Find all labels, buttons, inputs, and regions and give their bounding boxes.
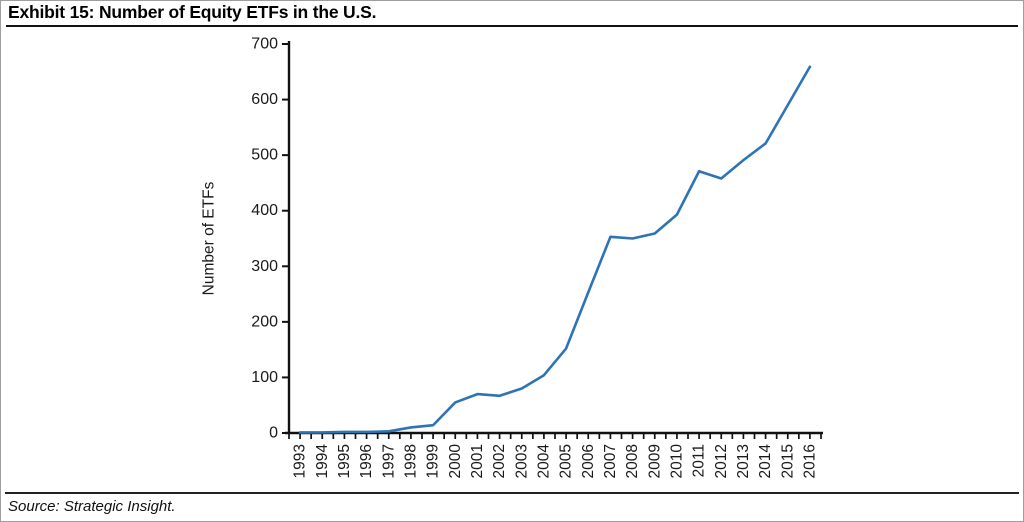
x-axis-tick-label: 2003 — [513, 444, 530, 478]
x-axis-tick-label: 2007 — [602, 444, 619, 478]
y-axis-tick-label: 0 — [269, 425, 278, 442]
x-axis-tick-label: 2008 — [624, 444, 641, 478]
y-axis-tick-label: 400 — [251, 202, 278, 219]
x-axis-tick-label: 1995 — [336, 444, 353, 478]
x-axis-tick-label: 1998 — [402, 444, 419, 478]
x-axis-tick-label: 2004 — [535, 444, 552, 479]
y-axis-tick-label: 600 — [251, 91, 278, 108]
page-title: Exhibit 15: Number of Equity ETFs in the… — [8, 2, 377, 22]
x-axis-tick-label: 1996 — [358, 444, 375, 478]
x-axis-tick-label: 1997 — [380, 444, 397, 478]
x-axis-tick-label: 2016 — [801, 444, 818, 478]
x-axis-tick-label: 2009 — [646, 444, 663, 478]
y-axis-title: Number of ETFs — [201, 181, 218, 295]
x-axis-tick-label: 2015 — [779, 444, 796, 478]
y-axis-tick-label: 200 — [251, 313, 278, 330]
footer-divider — [5, 492, 1019, 494]
x-axis-tick-label: 2000 — [447, 444, 464, 479]
x-axis-tick-label: 2002 — [491, 444, 508, 478]
x-axis-tick-label: 1999 — [425, 444, 442, 478]
x-axis-tick-label: 2010 — [668, 444, 685, 479]
y-axis-tick-label: 700 — [251, 36, 278, 53]
source-note: Source: Strategic Insight. — [8, 498, 176, 515]
x-axis-tick-label: 1993 — [292, 444, 309, 478]
x-axis-tick-label: 2006 — [580, 444, 597, 478]
x-axis-tick-label: 1994 — [314, 444, 331, 479]
y-axis-tick-label: 500 — [251, 147, 278, 164]
x-axis-tick-label: 2014 — [757, 444, 774, 479]
x-axis-tick-label: 2005 — [558, 444, 575, 478]
etf-count-series-line — [298, 65, 812, 434]
x-axis-tick-label: 2011 — [691, 444, 708, 477]
title-divider — [6, 25, 1018, 27]
x-axis-tick-label: 2012 — [713, 444, 730, 478]
x-axis-tick-label: 2013 — [735, 444, 752, 478]
x-axis-tick-label: 2001 — [469, 444, 486, 478]
y-axis-tick-label: 300 — [251, 258, 278, 275]
y-axis-tick-label: 100 — [251, 369, 278, 386]
